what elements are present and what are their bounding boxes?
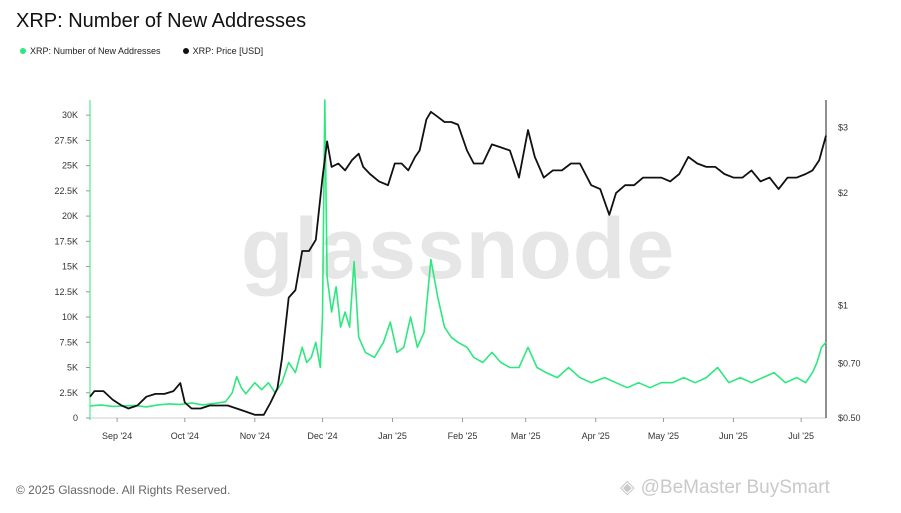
y-right-tick-label: $1: [838, 301, 848, 311]
y-left-tick-label: 30K: [62, 110, 78, 120]
x-tick-label: May '25: [648, 431, 679, 441]
series-layer: [89, 99, 827, 416]
social-watermark: ◈ @BeMaster BuySmart: [620, 476, 830, 499]
y-left-tick-label: 20K: [62, 211, 78, 221]
legend-label-addresses: XRP: Number of New Addresses: [30, 46, 161, 56]
x-tick-label: Jan '25: [378, 431, 407, 441]
copyright-footer: © 2025 Glassnode. All Rights Reserved.: [16, 483, 231, 497]
chart-axes: 0 2.5K 5K 7.5K 10K 12.5K 15K 17.5K 20K 22.5K 25K 27…: [54, 100, 861, 441]
legend-item-price[interactable]: XRP: Price [USD]: [182, 46, 264, 56]
y-left-tick-label: 10K: [62, 312, 78, 322]
y-right-tick-label: $3: [838, 122, 848, 132]
x-tick-label: Apr '25: [582, 431, 610, 441]
x-tick-label: Jul '25: [788, 431, 814, 441]
series-line-price: [89, 110, 827, 416]
diamond-icon: ◈: [620, 477, 635, 498]
x-tick-label: Dec '24: [307, 431, 337, 441]
x-tick-label: Feb '25: [448, 431, 478, 441]
y-left-tick-label: 27.5K: [54, 135, 78, 145]
y-left-tick-label: 7.5K: [59, 337, 78, 347]
chart-legend: XRP: Number of New Addresses XRP: Price …: [20, 46, 263, 56]
y-left-tick-label: 5K: [67, 363, 78, 373]
y-left-tick-label: 15K: [62, 262, 78, 272]
y-right-tick-label: $2: [838, 188, 848, 198]
x-tick-label: Jun '25: [719, 431, 748, 441]
chart-title: XRP: Number of New Addresses: [16, 10, 307, 32]
x-tick-label: Sep '24: [102, 431, 132, 441]
y-right-tick-label: $0.50: [838, 413, 861, 423]
series-line-new-addresses: [89, 99, 827, 408]
glassnode-watermark: glassnode: [241, 201, 675, 297]
y-right-tick-label: $0.70: [838, 358, 861, 368]
y-left-tick-label: 12.5K: [54, 287, 78, 297]
y-left-tick-label: 17.5K: [54, 236, 78, 246]
y-left-tick-label: 22.5K: [54, 186, 78, 196]
y-left-tick-label: 0: [73, 413, 78, 423]
legend-swatch-addresses: [20, 48, 26, 54]
y-left-tick-label: 25K: [62, 161, 78, 171]
social-watermark-text: @BeMaster BuySmart: [640, 476, 830, 498]
x-tick-label: Mar '25: [511, 431, 541, 441]
y-left-tick-label: 2.5K: [59, 388, 78, 398]
legend-swatch-price: [182, 48, 189, 54]
legend-label-price: XRP: Price [USD]: [192, 46, 264, 56]
x-tick-label: Nov '24: [240, 431, 270, 441]
x-tick-label: Oct '24: [171, 431, 199, 441]
legend-item-addresses[interactable]: XRP: Number of New Addresses: [20, 46, 161, 56]
